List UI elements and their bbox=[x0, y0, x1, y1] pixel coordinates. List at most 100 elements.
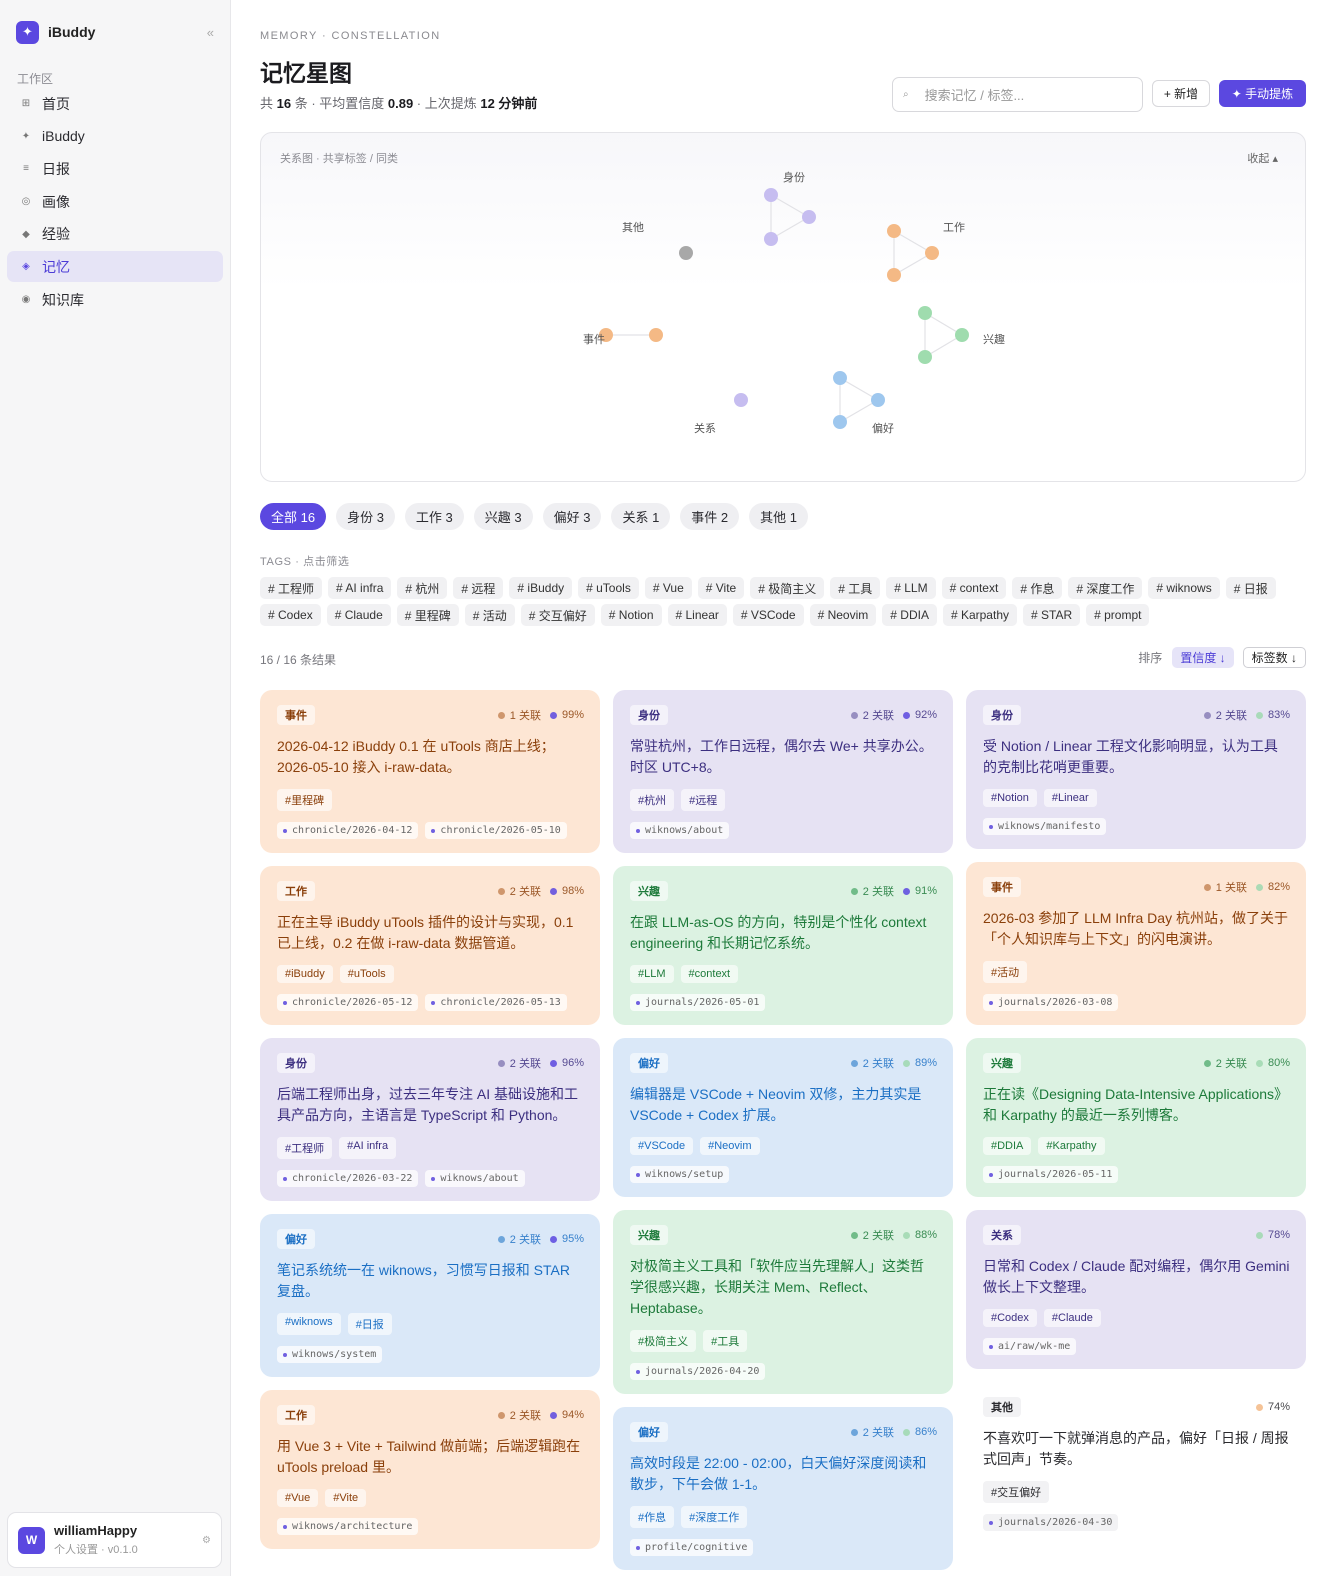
sidebar-item[interactable]: ◆ 经验 bbox=[7, 219, 223, 250]
sidebar-item[interactable]: ◈ 记忆 bbox=[7, 251, 223, 283]
card-tag[interactable]: #杭州 bbox=[630, 789, 675, 811]
tag-chip[interactable]: # Linear bbox=[667, 604, 727, 626]
memory-card[interactable]: 事件 1 关联 82% 2026-03 参加了 LLM Infra Day 杭州站，做… bbox=[966, 862, 1306, 1025]
source-link[interactable]: wiknows/about bbox=[630, 822, 730, 839]
tag-chip[interactable]: # 杭州 bbox=[397, 577, 448, 599]
memory-card[interactable]: 兴趣 2 关联 88% 对极简主义工具和「软件应当先理解人」这类哲学很感兴趣，长期关注… bbox=[613, 1210, 953, 1394]
card-tag[interactable]: #VSCode bbox=[630, 1137, 694, 1155]
filter-pill[interactable]: 其他 1 bbox=[749, 503, 808, 530]
card-tag[interactable]: #Vue bbox=[277, 1489, 319, 1507]
graph-node[interactable] bbox=[833, 371, 847, 385]
search-input[interactable]: ⌕ 搜索记忆 / 标签... bbox=[892, 77, 1143, 112]
card-tag[interactable]: #Karpathy bbox=[1038, 1137, 1105, 1155]
tag-chip[interactable]: # 日报 bbox=[1225, 577, 1276, 599]
card-tag[interactable]: #Codex bbox=[983, 1309, 1037, 1327]
tag-chip[interactable]: # 极简主义 bbox=[750, 577, 825, 599]
source-link[interactable]: chronicle/2026-05-12 bbox=[277, 994, 419, 1011]
card-tag[interactable]: #LLM bbox=[630, 965, 674, 983]
sort-confidence-button[interactable]: 置信度 ↓ bbox=[1172, 647, 1234, 668]
card-tag[interactable]: #Linear bbox=[1043, 789, 1097, 807]
source-link[interactable]: chronicle/2026-05-10 bbox=[425, 822, 567, 839]
card-tag[interactable]: #交互偏好 bbox=[983, 1481, 1050, 1503]
user-card[interactable]: W williamHappy 个人设置 · v0.1.0 ⚙ bbox=[7, 1512, 222, 1568]
tag-chip[interactable]: # Claude bbox=[326, 604, 391, 626]
graph-node[interactable] bbox=[764, 188, 778, 202]
filter-pill[interactable]: 关系 1 bbox=[611, 503, 671, 530]
source-link[interactable]: wiknows/about bbox=[425, 1170, 525, 1187]
graph-node[interactable] bbox=[599, 328, 613, 342]
memory-card[interactable]: 工作 2 关联 98% 正在主导 iBuddy uTools 插件的设计与实现，0.1… bbox=[260, 866, 600, 1025]
card-tag[interactable]: #iBuddy bbox=[277, 965, 333, 983]
tag-chip[interactable]: # prompt bbox=[1086, 604, 1150, 626]
tag-chip[interactable]: # wiknows bbox=[1148, 577, 1220, 599]
tag-chip[interactable]: # 活动 bbox=[464, 604, 515, 626]
tag-chip[interactable]: # STAR bbox=[1023, 604, 1081, 626]
memory-card[interactable]: 兴趣 2 关联 80% 正在读《Designing Data-Intensive Ap… bbox=[966, 1038, 1306, 1197]
graph-node[interactable] bbox=[925, 246, 939, 260]
tag-chip[interactable]: # Vite bbox=[697, 577, 745, 599]
filter-pill[interactable]: 工作 3 bbox=[404, 503, 464, 530]
tag-chip[interactable]: # Codex bbox=[260, 604, 321, 626]
card-tag[interactable]: #远程 bbox=[681, 789, 726, 811]
card-tag[interactable]: #Claude bbox=[1043, 1309, 1101, 1327]
sidebar-item[interactable]: ≡ 日报 bbox=[7, 153, 223, 184]
card-tag[interactable]: #深度工作 bbox=[681, 1506, 748, 1528]
sort-tagcount-button[interactable]: 标签数 ↓ bbox=[1242, 647, 1306, 668]
tag-chip[interactable]: # LLM bbox=[886, 577, 936, 599]
graph-node[interactable] bbox=[887, 268, 901, 282]
tag-chip[interactable]: # 工具 bbox=[830, 577, 881, 599]
graph-node[interactable] bbox=[955, 328, 969, 342]
tag-chip[interactable]: # Vue bbox=[644, 577, 692, 599]
graph-node[interactable] bbox=[734, 393, 748, 407]
graph-node[interactable] bbox=[871, 393, 885, 407]
tag-chip[interactable]: # 交互偏好 bbox=[520, 604, 595, 626]
tag-chip[interactable]: # uTools bbox=[578, 577, 639, 599]
memory-card[interactable]: 偏好 2 关联 95% 笔记系统统一在 wiknows，习惯写日报和 STAR 复盘。… bbox=[260, 1214, 600, 1377]
sidebar-item[interactable]: ◎ 画像 bbox=[7, 186, 223, 217]
memory-card[interactable]: 关系 78% 日常和 Codex / Claude 配对编程，偶尔用 Gemini … bbox=[966, 1210, 1306, 1369]
graph-node[interactable] bbox=[679, 246, 693, 260]
source-link[interactable]: journals/2026-04-30 bbox=[983, 1514, 1119, 1531]
source-link[interactable]: journals/2026-05-11 bbox=[983, 1166, 1119, 1183]
card-tag[interactable]: #Vite bbox=[325, 1489, 367, 1507]
filter-pill[interactable]: 事件 2 bbox=[680, 503, 740, 530]
tag-chip[interactable]: # VSCode bbox=[732, 604, 804, 626]
card-tag[interactable]: #context bbox=[680, 965, 739, 983]
filter-pill[interactable]: 身份 3 bbox=[336, 503, 395, 530]
card-tag[interactable]: #uTools bbox=[339, 965, 394, 983]
add-memory-button[interactable]: + 新增 bbox=[1152, 80, 1210, 107]
card-tag[interactable]: #AI infra bbox=[339, 1137, 397, 1159]
tag-chip[interactable]: # DDIA bbox=[882, 604, 937, 626]
tag-chip[interactable]: # 深度工作 bbox=[1068, 577, 1143, 599]
source-link[interactable]: chronicle/2026-05-13 bbox=[425, 994, 567, 1011]
memory-card[interactable]: 工作 2 关联 94% 用 Vue 3 + Vite + Tailwind 做前端；后… bbox=[260, 1390, 600, 1549]
tag-chip[interactable]: # Notion bbox=[600, 604, 662, 626]
memory-card[interactable]: 事件 1 关联 99% 2026-04-12 iBuddy 0.1 在 uTools … bbox=[260, 690, 600, 853]
graph-node[interactable] bbox=[887, 224, 901, 238]
card-tag[interactable]: #极简主义 bbox=[630, 1330, 697, 1352]
gear-icon[interactable]: ⚙ bbox=[202, 1534, 211, 1546]
filter-pill[interactable]: 全部 16 bbox=[260, 503, 327, 530]
tag-chip[interactable]: # Karpathy bbox=[942, 604, 1017, 626]
filter-pill[interactable]: 兴趣 3 bbox=[473, 503, 533, 530]
filter-pill[interactable]: 偏好 3 bbox=[542, 503, 602, 530]
graph-node[interactable] bbox=[918, 306, 932, 320]
memory-card[interactable]: 身份 2 关联 92% 常驻杭州，工作日远程，偶尔去 We+ 共享办公。时区 UTC+… bbox=[613, 690, 953, 853]
tag-chip[interactable]: # Neovim bbox=[809, 604, 877, 626]
tag-chip[interactable]: # context bbox=[941, 577, 1007, 599]
manual-refine-button[interactable]: ✦ 手动提炼 bbox=[1219, 80, 1306, 107]
tag-chip[interactable]: # iBuddy bbox=[509, 577, 573, 599]
memory-card[interactable]: 身份 2 关联 96% 后端工程师出身，过去三年专注 AI 基础设施和工具产品方向，主… bbox=[260, 1038, 600, 1201]
graph-node[interactable] bbox=[833, 415, 847, 429]
source-link[interactable]: chronicle/2026-04-12 bbox=[277, 822, 419, 839]
sidebar-item[interactable]: ⊞ 首页 bbox=[7, 88, 223, 119]
card-tag[interactable]: #里程碑 bbox=[277, 789, 333, 811]
graph-node[interactable] bbox=[649, 328, 663, 342]
tag-chip[interactable]: # 远程 bbox=[453, 577, 504, 599]
memory-card[interactable]: 其他 74% 不喜欢叮一下就弹消息的产品，偏好「日报 / 周报式回声」节奏。 #交互偏… bbox=[966, 1382, 1306, 1545]
memory-card[interactable]: 身份 2 关联 83% 受 Notion / Linear 工程文化影响明显，认为工具… bbox=[966, 690, 1306, 849]
tag-chip[interactable]: # AI infra bbox=[328, 577, 392, 599]
memory-card[interactable]: 兴趣 2 关联 91% 在跟 LLM-as-OS 的方向，特别是个性化 context… bbox=[613, 866, 953, 1025]
source-link[interactable]: journals/2026-03-08 bbox=[983, 994, 1119, 1011]
